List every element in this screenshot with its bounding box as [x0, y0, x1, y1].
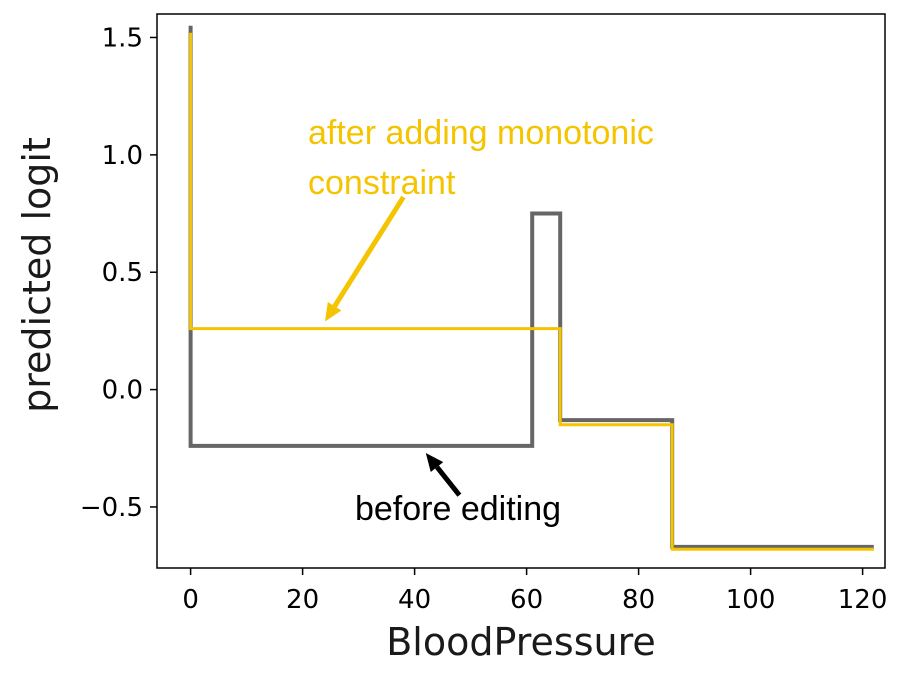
- y-axis: 1.5 1.0 0.5 0.0 −0.5: [80, 23, 157, 523]
- series-line-1: [188, 25, 874, 549]
- annotation-text: constraint: [308, 164, 456, 202]
- y-tick-label: 1.0: [102, 141, 143, 171]
- annotation-arrow: [435, 465, 462, 497]
- x-axis: 0 20 40 60 80 100 120: [182, 568, 887, 615]
- x-tick-label: 0: [182, 585, 199, 615]
- series-layer: [188, 25, 874, 551]
- annotation-arrowhead: [325, 302, 342, 322]
- plot-frame: [156, 13, 886, 569]
- y-tick-label: 0.5: [102, 258, 143, 288]
- x-tick-label: 80: [622, 585, 655, 615]
- x-axis-label: BloodPressure: [386, 620, 656, 664]
- annotation-arrow: [332, 195, 406, 308]
- x-tick-label: 40: [398, 585, 431, 615]
- x-tick-label: 60: [510, 585, 543, 615]
- annotation-arrowhead: [425, 452, 444, 473]
- series-line-2: [189, 32, 874, 551]
- annotation-text: after adding monotonic: [308, 114, 654, 152]
- y-axis-label: predicted logit: [15, 137, 59, 413]
- y-tick-label: −0.5: [80, 493, 143, 523]
- x-tick-label: 120: [838, 585, 888, 615]
- x-tick-label: 20: [286, 585, 319, 615]
- y-tick-label: 0.0: [102, 376, 143, 406]
- x-tick-label: 100: [726, 585, 776, 615]
- y-tick-label: 1.5: [102, 23, 143, 53]
